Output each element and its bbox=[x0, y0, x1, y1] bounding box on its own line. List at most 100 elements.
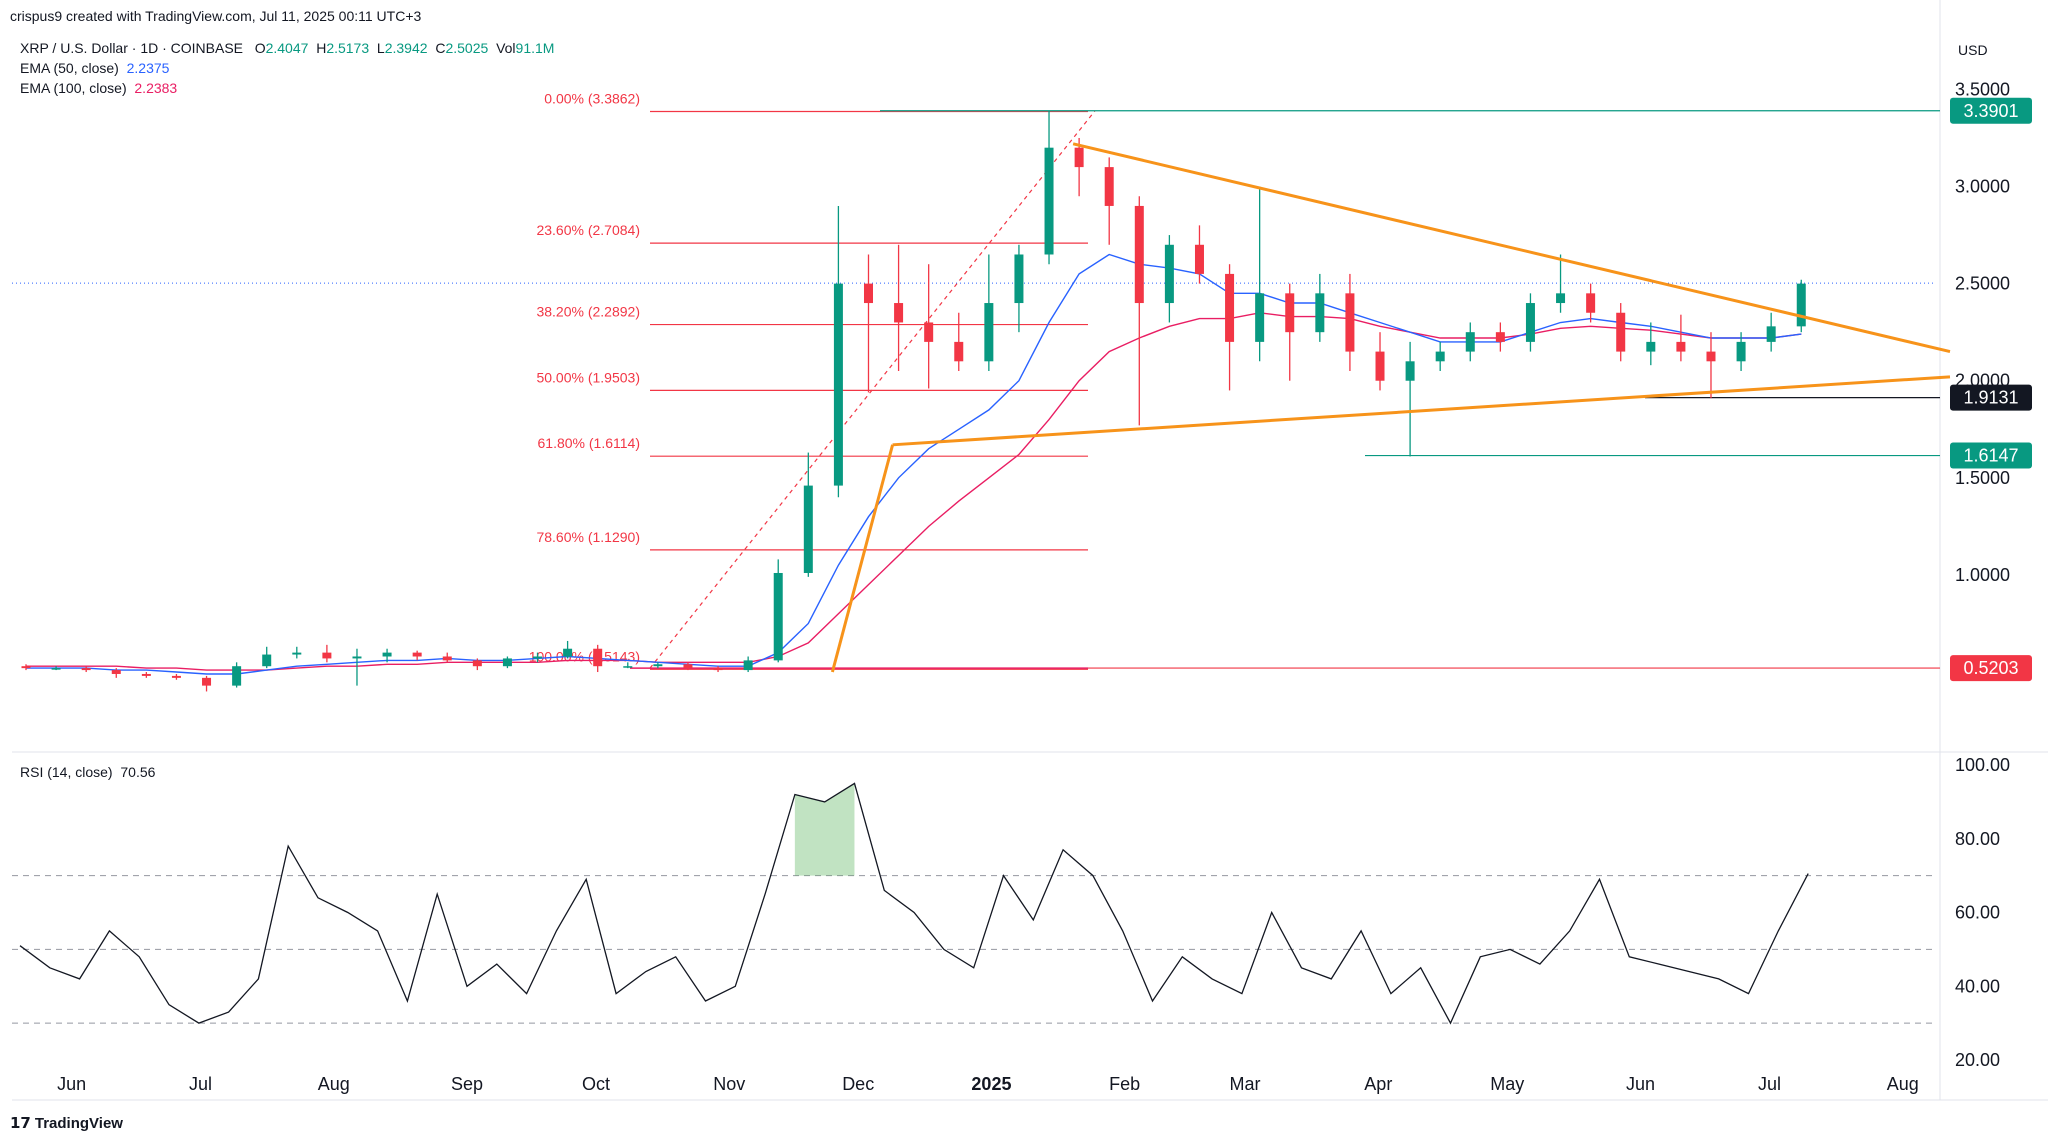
price-tick-label: 1.0000 bbox=[1955, 565, 2010, 585]
fib-level-label: 78.60% (1.1290) bbox=[536, 529, 640, 545]
candle-body bbox=[1556, 293, 1566, 304]
candle-body bbox=[51, 668, 61, 670]
time-tick-label: Jul bbox=[1758, 1074, 1781, 1094]
candle-body bbox=[894, 303, 904, 323]
candle-body bbox=[111, 670, 121, 674]
ema50-value: 2.2375 bbox=[126, 60, 170, 76]
fib-level-label: 23.60% (2.7084) bbox=[536, 222, 640, 238]
candle-body bbox=[1194, 244, 1204, 274]
candle-body bbox=[1495, 332, 1505, 342]
candle-body bbox=[1435, 351, 1445, 362]
candle-body bbox=[1525, 303, 1535, 342]
candle-body bbox=[1676, 341, 1686, 352]
price-tag-label: 0.5203 bbox=[1963, 658, 2018, 678]
candle-body bbox=[954, 341, 964, 362]
rsi-label: RSI (14, close) bbox=[20, 764, 113, 780]
price-tag-label: 1.9131 bbox=[1963, 388, 2018, 408]
candle-body bbox=[412, 652, 422, 657]
candle-body bbox=[1315, 293, 1325, 333]
ema100-legend: EMA (100, close) 2.2383 bbox=[20, 80, 177, 96]
symbol-title: XRP / U.S. Dollar · 1D · COINBASE bbox=[20, 40, 244, 56]
ohlc-high: 2.5173 bbox=[326, 40, 370, 56]
candle-body bbox=[924, 322, 934, 342]
time-tick-label: Apr bbox=[1364, 1074, 1392, 1094]
candle-body bbox=[1345, 293, 1355, 352]
trendline bbox=[830, 444, 895, 673]
trendline bbox=[1072, 142, 1951, 354]
candle-body bbox=[683, 664, 693, 669]
tradingview-brand[interactable]: 𝟭𝟳 TradingView bbox=[10, 1114, 123, 1132]
symbol-legend: XRP / U.S. Dollar · 1D · COINBASE O2.404… bbox=[20, 40, 554, 56]
brand-name: TradingView bbox=[34, 1115, 123, 1132]
price-tick-label: 3.5000 bbox=[1955, 79, 2010, 99]
candle-body bbox=[1014, 254, 1024, 304]
candle-body bbox=[1134, 205, 1144, 304]
candle-body bbox=[1736, 341, 1746, 362]
candle-body bbox=[1796, 283, 1806, 327]
rsi-overbought-fill bbox=[794, 783, 855, 876]
candle-body bbox=[984, 303, 994, 362]
time-tick-label: Nov bbox=[713, 1074, 745, 1094]
rsi-tick-label: 60.00 bbox=[1955, 903, 2000, 923]
candle-body bbox=[653, 664, 663, 667]
ema50-line bbox=[26, 253, 1802, 675]
ema50-legend: EMA (50, close) 2.2375 bbox=[20, 60, 169, 76]
ohlc-close: 2.5025 bbox=[445, 40, 489, 56]
price-tick-label: 2.5000 bbox=[1955, 274, 2010, 294]
time-tick-label: Oct bbox=[582, 1074, 610, 1094]
rsi-line bbox=[19, 782, 1809, 1025]
candle-body bbox=[1104, 167, 1114, 206]
candle-body bbox=[292, 652, 302, 655]
candle-body bbox=[533, 656, 543, 659]
ohlc-open-label: O bbox=[254, 40, 266, 56]
candle-body bbox=[743, 660, 753, 671]
candle-body bbox=[863, 283, 873, 304]
candle-body bbox=[352, 656, 362, 659]
candle-body bbox=[1586, 293, 1596, 313]
credit-line: crispus9 created with TradingView.com, J… bbox=[10, 8, 422, 24]
candle-body bbox=[1044, 147, 1054, 255]
ema100-label: EMA (100, close) bbox=[20, 80, 127, 96]
time-tick-label: Aug bbox=[1887, 1074, 1919, 1094]
candle-body bbox=[1164, 244, 1174, 304]
candle-body bbox=[1646, 341, 1656, 352]
price-tag-label: 3.3901 bbox=[1963, 101, 2018, 121]
candle-body bbox=[563, 648, 573, 657]
rsi-tick-label: 100.00 bbox=[1955, 755, 2010, 775]
price-tag bbox=[1950, 655, 2032, 682]
candle-body bbox=[1616, 312, 1626, 352]
time-tick-label: 2025 bbox=[971, 1074, 1011, 1094]
currency-label[interactable]: USD bbox=[1958, 42, 1988, 58]
candle-body bbox=[1405, 361, 1415, 381]
fib-level-label: 61.80% (1.6114) bbox=[538, 435, 640, 451]
candle-body bbox=[262, 654, 272, 667]
candle-body bbox=[1255, 293, 1265, 342]
candle-body bbox=[442, 656, 452, 661]
ema100-line bbox=[26, 312, 1802, 671]
ema100-value: 2.2383 bbox=[134, 80, 178, 96]
candle-body bbox=[1285, 293, 1295, 333]
fib-level-label: 0.00% (3.3862) bbox=[544, 91, 640, 107]
ohlc-high-label: H bbox=[316, 40, 327, 56]
ohlc-low-label: L bbox=[376, 40, 385, 56]
trendline bbox=[892, 375, 1951, 447]
fib-level-label: 38.20% (2.2892) bbox=[536, 304, 640, 320]
time-tick-label: Mar bbox=[1230, 1074, 1261, 1094]
rsi-value: 70.56 bbox=[120, 764, 156, 780]
price-tag-label: 1.6147 bbox=[1963, 446, 2018, 466]
time-tick-label: Sep bbox=[451, 1074, 483, 1094]
time-tick-label: May bbox=[1490, 1074, 1524, 1094]
time-tick-label: Feb bbox=[1109, 1074, 1140, 1094]
fib-level-label: 50.00% (1.9503) bbox=[536, 369, 640, 385]
volume-value: 91.1M bbox=[515, 40, 555, 56]
candle-body bbox=[141, 673, 151, 676]
candle-body bbox=[382, 652, 392, 657]
candle-body bbox=[502, 658, 512, 667]
candle-body bbox=[232, 666, 242, 686]
time-tick-label: Jul bbox=[189, 1074, 212, 1094]
candle-body bbox=[1225, 273, 1235, 342]
candle-body bbox=[1074, 147, 1084, 168]
candle-body bbox=[713, 668, 723, 671]
candle-body bbox=[1706, 351, 1716, 362]
